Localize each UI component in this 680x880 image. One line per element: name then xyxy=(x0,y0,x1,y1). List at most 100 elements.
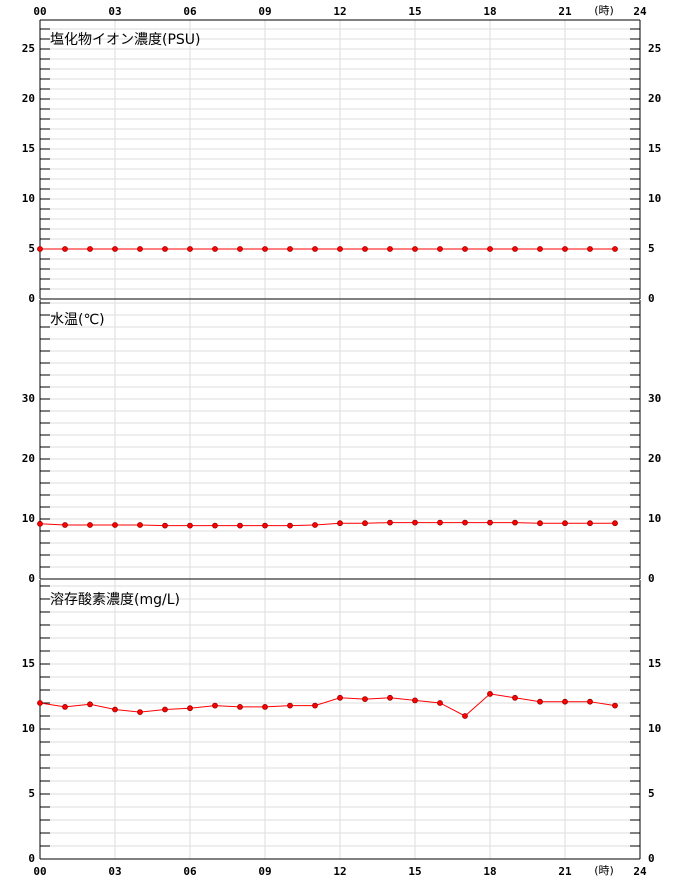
y-tick-label: 5 xyxy=(28,787,35,800)
x-tick-label: 15 xyxy=(408,865,421,878)
y-tick-label: 5 xyxy=(648,242,655,255)
data-point xyxy=(387,246,393,252)
data-point xyxy=(587,520,593,527)
data-point xyxy=(237,522,243,529)
data-point xyxy=(587,246,593,252)
series-line xyxy=(39,693,616,717)
data-point xyxy=(412,246,418,252)
data-point xyxy=(162,706,168,713)
data-point xyxy=(387,694,393,701)
y-tick-label: 30 xyxy=(22,392,35,405)
data-point xyxy=(137,522,143,528)
data-point xyxy=(162,246,168,252)
x-tick-label: 03 xyxy=(108,5,121,18)
y-tick-label: 10 xyxy=(648,192,661,205)
data-point xyxy=(212,702,218,709)
x-tick-label: 15 xyxy=(408,5,421,18)
data-point xyxy=(537,246,543,252)
x-tick-label: 00 xyxy=(33,865,46,878)
data-point xyxy=(487,519,493,526)
y-tick-label: 10 xyxy=(648,512,661,525)
data-point xyxy=(462,713,468,719)
data-point xyxy=(112,522,118,528)
y-tick-label: 25 xyxy=(22,42,35,55)
data-point xyxy=(562,520,568,527)
x-axis-label: (時) xyxy=(594,864,614,877)
data-point xyxy=(437,519,443,526)
data-point xyxy=(287,702,293,709)
x-axis-label: (時) xyxy=(594,4,614,17)
data-point xyxy=(337,520,343,527)
data-point xyxy=(462,246,468,252)
data-point xyxy=(487,690,493,697)
data-point xyxy=(512,694,518,701)
data-point xyxy=(187,522,193,529)
x-tick-label: 24 xyxy=(633,865,647,878)
data-point xyxy=(612,246,618,252)
y-tick-label: 10 xyxy=(22,512,35,525)
panel-title: 塩化物イオン濃度(PSU) xyxy=(50,32,201,48)
y-tick-label: 30 xyxy=(648,392,661,405)
data-point xyxy=(387,519,393,526)
data-point xyxy=(37,246,43,252)
x-tick-label: 06 xyxy=(183,865,197,878)
data-point xyxy=(312,522,318,528)
data-point xyxy=(212,522,218,529)
y-tick-label: 15 xyxy=(22,657,35,670)
x-tick-label: 09 xyxy=(258,5,271,18)
data-point xyxy=(62,703,68,710)
y-tick-label: 5 xyxy=(28,242,35,255)
x-tick-label: 06 xyxy=(183,5,197,18)
data-point xyxy=(62,246,68,252)
data-point xyxy=(262,246,268,252)
data-point xyxy=(262,703,268,710)
data-point xyxy=(612,520,618,527)
y-tick-label: 10 xyxy=(648,722,661,735)
data-point xyxy=(362,520,368,527)
data-point xyxy=(237,246,243,252)
x-tick-label: 09 xyxy=(258,865,271,878)
y-tick-label: 5 xyxy=(648,787,655,800)
data-point xyxy=(187,705,193,712)
y-tick-label: 10 xyxy=(22,722,35,735)
data-point xyxy=(512,246,518,252)
data-point xyxy=(112,706,118,713)
data-point xyxy=(562,698,568,705)
data-point xyxy=(87,701,93,708)
y-tick-label: 15 xyxy=(22,142,35,155)
y-tick-label: 15 xyxy=(648,142,661,155)
data-point xyxy=(87,246,93,252)
x-tick-label: 18 xyxy=(483,865,496,878)
data-point xyxy=(362,246,368,252)
x-tick-label: 12 xyxy=(333,865,346,878)
data-point xyxy=(412,697,418,704)
data-point xyxy=(137,709,143,715)
y-tick-label: 20 xyxy=(648,92,661,105)
data-point xyxy=(437,246,443,252)
data-point xyxy=(312,246,318,252)
data-point xyxy=(87,522,93,528)
data-point xyxy=(137,246,143,252)
data-point xyxy=(237,703,243,710)
data-point xyxy=(37,700,43,706)
x-tick-label: 00 xyxy=(33,5,46,18)
data-point xyxy=(262,522,268,529)
data-point xyxy=(362,696,368,702)
x-tick-label: 21 xyxy=(558,5,572,18)
y-tick-label: 20 xyxy=(648,452,661,465)
y-tick-label: 20 xyxy=(22,92,35,105)
data-point xyxy=(337,694,343,701)
x-tick-label: 24 xyxy=(633,5,647,18)
data-point xyxy=(562,246,568,252)
data-point xyxy=(37,520,43,527)
panel-title: 水温(℃) xyxy=(50,312,105,328)
x-tick-label: 12 xyxy=(333,5,346,18)
x-tick-label: 18 xyxy=(483,5,496,18)
data-point xyxy=(187,246,193,252)
data-point xyxy=(412,519,418,526)
data-point xyxy=(512,519,518,526)
data-point xyxy=(62,522,68,528)
data-point xyxy=(587,698,593,705)
y-tick-label: 20 xyxy=(22,452,35,465)
x-tick-label: 21 xyxy=(558,865,572,878)
